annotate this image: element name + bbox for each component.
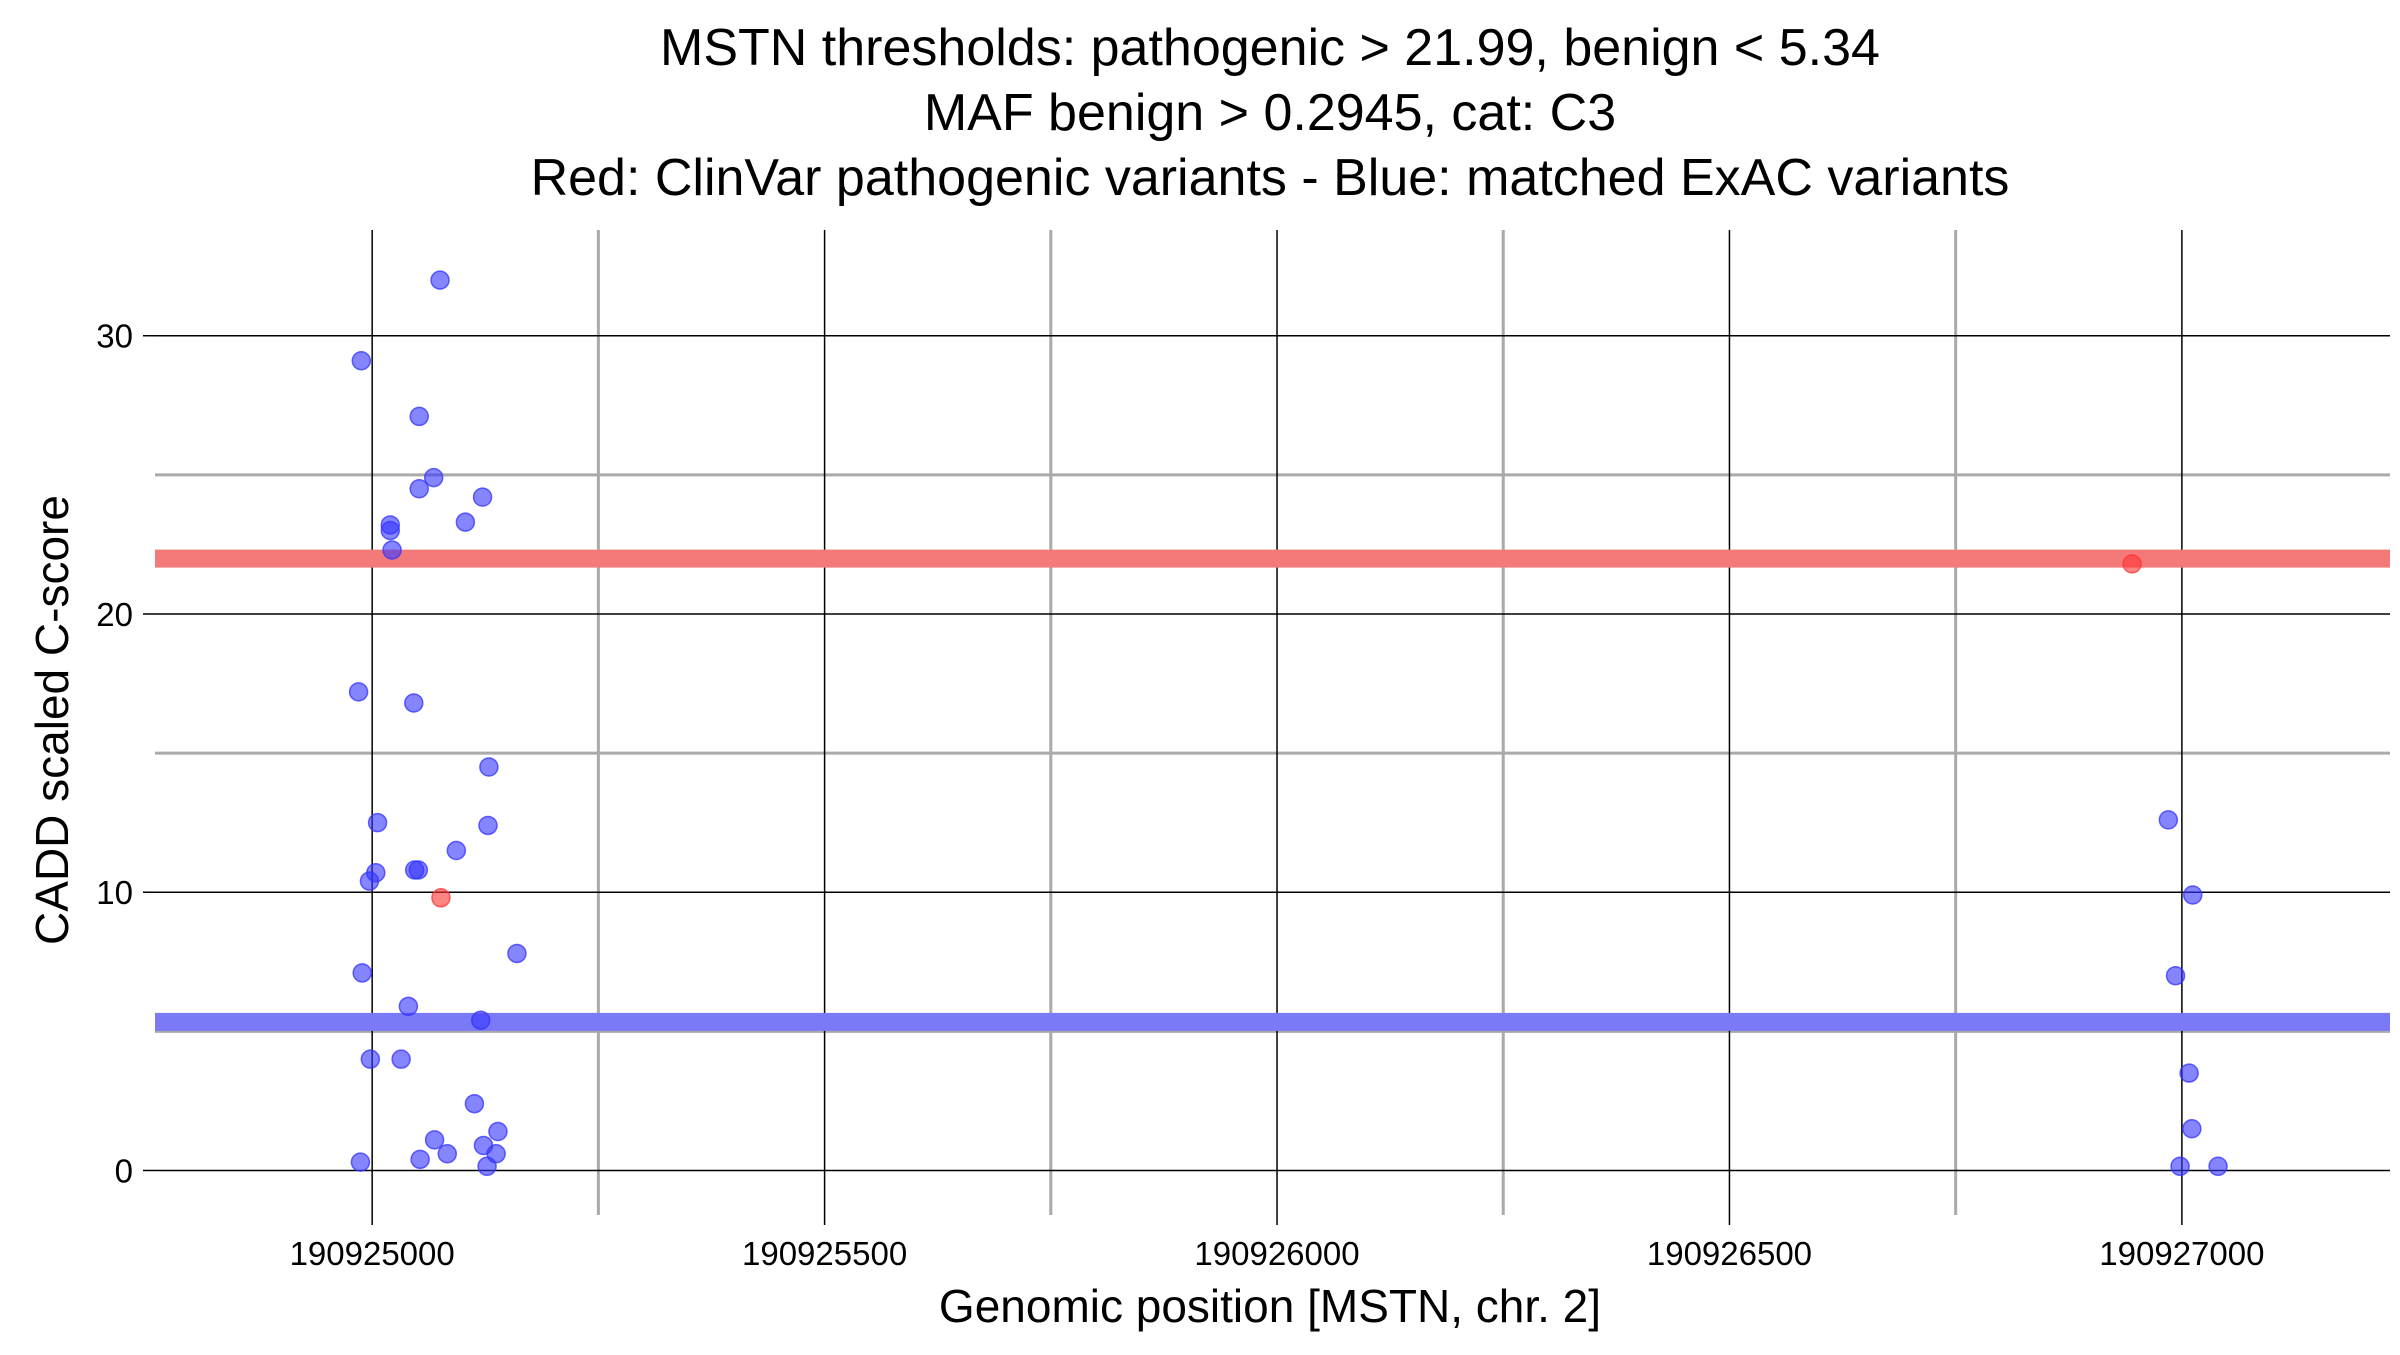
y-tick-label: 0 (115, 1152, 133, 1189)
data-point (408, 860, 429, 880)
y-axis: 0 10 20 30 (96, 318, 155, 1189)
data-point (437, 1144, 458, 1164)
data-point (455, 512, 476, 532)
data-point (479, 757, 499, 777)
data-point (507, 943, 527, 964)
x-axis-label: Genomic position [MSTN, chr. 2] (939, 1280, 1601, 1332)
data-points (348, 270, 2228, 1177)
data-point (359, 871, 380, 891)
threshold-lines (155, 549, 2390, 1031)
data-point (409, 406, 429, 427)
x-tick-label: 190927000 (2099, 1235, 2264, 1272)
y-axis-label: CADD scaled C-score (26, 495, 78, 945)
data-point (431, 888, 451, 908)
data-point (477, 1156, 497, 1177)
chart-title-line-2: MAF benign > 0.2945, cat: C3 (924, 84, 1616, 142)
y-tick-label: 30 (96, 318, 133, 355)
data-point (470, 1010, 491, 1030)
data-point (404, 693, 424, 713)
chart-title-line-1: MSTN thresholds: pathogenic > 21.99, ben… (660, 19, 1880, 77)
major-grid (155, 230, 2390, 1215)
data-point (2182, 1118, 2202, 1139)
data-point (423, 467, 444, 488)
data-point (430, 270, 450, 290)
chart-title-line-3: Red: ClinVar pathogenic variants - Blue:… (531, 149, 2010, 207)
data-point (446, 840, 467, 861)
data-point (2165, 965, 2186, 986)
data-point (380, 520, 401, 541)
data-point (424, 1130, 445, 1150)
y-tick-label: 10 (96, 874, 133, 911)
data-point (348, 682, 369, 702)
data-point (2170, 1156, 2190, 1177)
data-point (464, 1093, 485, 1114)
data-point (472, 487, 493, 507)
x-tick-label: 190925000 (290, 1235, 455, 1272)
x-tick-label: 190926000 (1194, 1235, 1359, 1272)
data-point (2122, 554, 2142, 574)
x-tick-label: 190925500 (742, 1235, 907, 1272)
data-point (488, 1121, 508, 1142)
data-point (382, 540, 402, 560)
y-tick-label: 20 (96, 596, 133, 633)
data-point (2182, 885, 2203, 905)
data-point (352, 963, 372, 983)
benign-threshold-band (155, 1012, 2390, 1031)
data-point (350, 1152, 371, 1172)
data-point (2179, 1063, 2199, 1083)
data-point (398, 996, 419, 1017)
data-point (410, 1149, 430, 1170)
data-point (478, 815, 498, 836)
data-point (367, 812, 388, 833)
x-axis: 190925000 190925500 190926000 190926500 1909… (290, 1215, 2264, 1272)
data-point (409, 479, 429, 499)
x-tick-label: 190926500 (1647, 1235, 1812, 1272)
chart-title: MSTN thresholds: pathogenic > 21.99, ben… (531, 19, 2010, 207)
data-point (2158, 810, 2179, 830)
data-point (351, 351, 372, 371)
data-point (391, 1049, 411, 1069)
pathogenic-threshold-band (155, 549, 2390, 568)
minor-grid (155, 230, 2390, 1215)
data-point (2208, 1156, 2228, 1177)
data-point (360, 1049, 381, 1069)
